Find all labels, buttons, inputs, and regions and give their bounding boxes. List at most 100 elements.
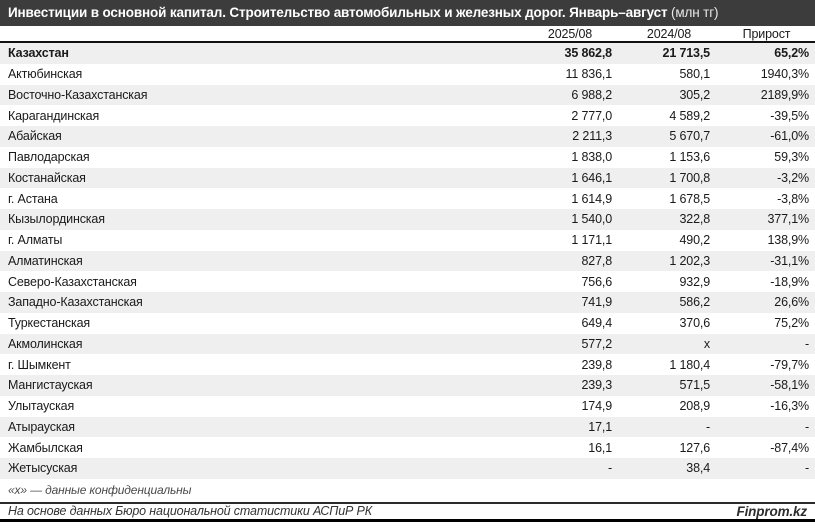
value-current-cell: 11 836,1 — [565, 67, 612, 82]
table-row: Акмолинская 577,2 х - — [0, 333, 815, 355]
value-current-cell: - — [607, 461, 612, 476]
value-current-cell: 35 862,8 — [564, 46, 613, 61]
value-current-cell: 239,8 — [581, 357, 612, 372]
value-current-cell: 1 838,0 — [571, 150, 612, 165]
region-cell: Акмолинская — [8, 336, 83, 351]
region-cell: Кызылординская — [8, 212, 105, 227]
value-current-cell: 174,9 — [581, 399, 612, 414]
value-current-cell: 1 614,9 — [571, 191, 612, 206]
value-previous-cell: 305,2 — [679, 87, 710, 102]
value-previous-cell: 1 700,8 — [669, 170, 710, 185]
value-current-cell: 2 777,0 — [571, 108, 612, 123]
growth-cell: - — [804, 336, 809, 351]
value-previous-cell: 586,2 — [679, 295, 710, 310]
region-cell: Павлодарская — [8, 150, 90, 165]
table-row: Карагандинская 2 777,0 4 589,2 -39,5% — [0, 105, 815, 126]
growth-cell: -61,0% — [770, 129, 809, 144]
region-cell: Жамбылская — [8, 440, 83, 455]
value-current-cell: 239,3 — [581, 378, 612, 393]
region-cell: г. Алматы — [8, 233, 63, 248]
table-row: Туркестанская 649,4 370,6 75,2% — [0, 312, 815, 334]
table-row: г. Астана 1 614,9 1 678,5 -3,8% — [0, 188, 815, 209]
value-previous-cell: 370,6 — [679, 316, 710, 331]
footer-bar: На основе данных Бюро национальной стати… — [0, 503, 815, 522]
growth-cell: 65,2% — [774, 46, 809, 61]
column-header-period-previous: 2024/08 — [646, 26, 692, 41]
region-cell: Северо-Казахстанская — [8, 274, 137, 289]
value-previous-cell: - — [705, 419, 710, 434]
table-row: Жетысуская - 38,4 - — [0, 458, 815, 479]
growth-cell: -18,9% — [770, 274, 809, 289]
region-cell: Карагандинская — [8, 108, 100, 123]
table-row: г. Алматы 1 171,1 490,2 138,9% — [0, 229, 815, 251]
table-row: Северо-Казахстанская 756,6 932,9 -18,9% — [0, 271, 815, 292]
region-cell: Восточно-Казахстанская — [8, 87, 148, 102]
region-cell: Казахстан — [8, 46, 69, 61]
table-row: г. Шымкент 239,8 1 180,4 -79,7% — [0, 354, 815, 375]
region-cell: г. Астана — [8, 191, 58, 206]
value-previous-cell: 1 153,6 — [669, 150, 710, 165]
table-row: Казахстан 35 862,8 21 713,5 65,2% — [0, 43, 815, 64]
growth-cell: -3,8% — [777, 191, 809, 206]
table-row: Алматинская 827,8 1 202,3 -31,1% — [0, 250, 815, 272]
confidential-footnote: «х» — данные конфиденциальны — [0, 478, 815, 504]
table-row: Улытауская 174,9 208,9 -16,3% — [0, 395, 815, 417]
value-current-cell: 17,1 — [588, 419, 612, 434]
growth-cell: -87,4% — [770, 440, 809, 455]
region-cell: Туркестанская — [8, 316, 91, 331]
value-previous-cell: 1 180,4 — [669, 357, 710, 372]
value-current-cell: 649,4 — [581, 316, 612, 331]
value-current-cell: 756,6 — [581, 274, 612, 289]
table-row: Атырауская 17,1 - - — [0, 416, 815, 438]
value-previous-cell: 1 678,5 — [669, 191, 710, 206]
region-cell: Актюбинская — [8, 67, 83, 82]
page-title-text: Инвестиции в основной капитал. Строитель… — [8, 5, 668, 20]
region-cell: Мангистауская — [8, 378, 93, 393]
value-current-cell: 1 171,1 — [571, 233, 612, 248]
finprom-logo: Finprom.kz — [736, 503, 807, 519]
region-cell: Атырауская — [8, 419, 75, 434]
growth-cell: 138,9% — [767, 233, 810, 248]
table-body: Казахстан 35 862,8 21 713,5 65,2% Актюби… — [0, 43, 815, 479]
value-previous-cell: 4 589,2 — [669, 108, 710, 123]
table-row: Мангистауская 239,3 571,5 -58,1% — [0, 375, 815, 396]
value-previous-cell: 1 202,3 — [669, 253, 710, 268]
value-previous-cell: 932,9 — [679, 274, 710, 289]
region-cell: Костанайская — [8, 170, 86, 185]
growth-cell: -79,7% — [770, 357, 809, 372]
table-row: Абайская 2 211,3 5 670,7 -61,0% — [0, 126, 815, 147]
region-cell: г. Шымкент — [8, 357, 71, 372]
table-row: Западно-Казахстанская 741,9 586,2 26,6% — [0, 292, 815, 313]
region-cell: Западно-Казахстанская — [8, 295, 143, 310]
column-header-period-current: 2025/08 — [547, 26, 593, 41]
source-note: На основе данных Бюро национальной стати… — [8, 504, 372, 519]
table-row: Павлодарская 1 838,0 1 153,6 59,3% — [0, 146, 815, 168]
region-cell: Абайская — [8, 129, 62, 144]
growth-cell: -58,1% — [770, 378, 809, 393]
column-header-growth: Прирост — [742, 26, 791, 41]
table-row: Жамбылская 16,1 127,6 -87,4% — [0, 437, 815, 458]
page-title: Инвестиции в основной капитал. Строитель… — [0, 0, 815, 26]
growth-cell: -39,5% — [770, 108, 809, 123]
table-row: Восточно-Казахстанская 6 988,2 305,2 218… — [0, 84, 815, 106]
value-current-cell: 577,2 — [581, 336, 612, 351]
page-title-unit: (млн тг) — [667, 5, 719, 20]
value-current-cell: 2 211,3 — [572, 129, 612, 144]
growth-cell: -31,1% — [770, 253, 809, 268]
value-previous-cell: 490,2 — [679, 233, 710, 248]
value-current-cell: 16,1 — [588, 440, 612, 455]
growth-cell: 1940,3% — [760, 67, 809, 82]
value-previous-cell: 38,4 — [686, 461, 710, 476]
value-current-cell: 1 646,1 — [571, 170, 612, 185]
value-previous-cell: х — [703, 336, 710, 351]
growth-cell: 2189,9% — [760, 87, 809, 102]
growth-cell: 75,2% — [774, 316, 809, 331]
value-previous-cell: 5 670,7 — [669, 129, 710, 144]
table-header-row: 2025/08 2024/08 Прирост — [0, 26, 815, 43]
region-cell: Алматинская — [8, 253, 83, 268]
region-cell: Улытауская — [8, 399, 75, 414]
value-previous-cell: 127,6 — [679, 440, 710, 455]
value-previous-cell: 580,1 — [679, 67, 710, 82]
growth-cell: -3,2% — [777, 170, 809, 185]
table-row: Костанайская 1 646,1 1 700,8 -3,2% — [0, 167, 815, 189]
